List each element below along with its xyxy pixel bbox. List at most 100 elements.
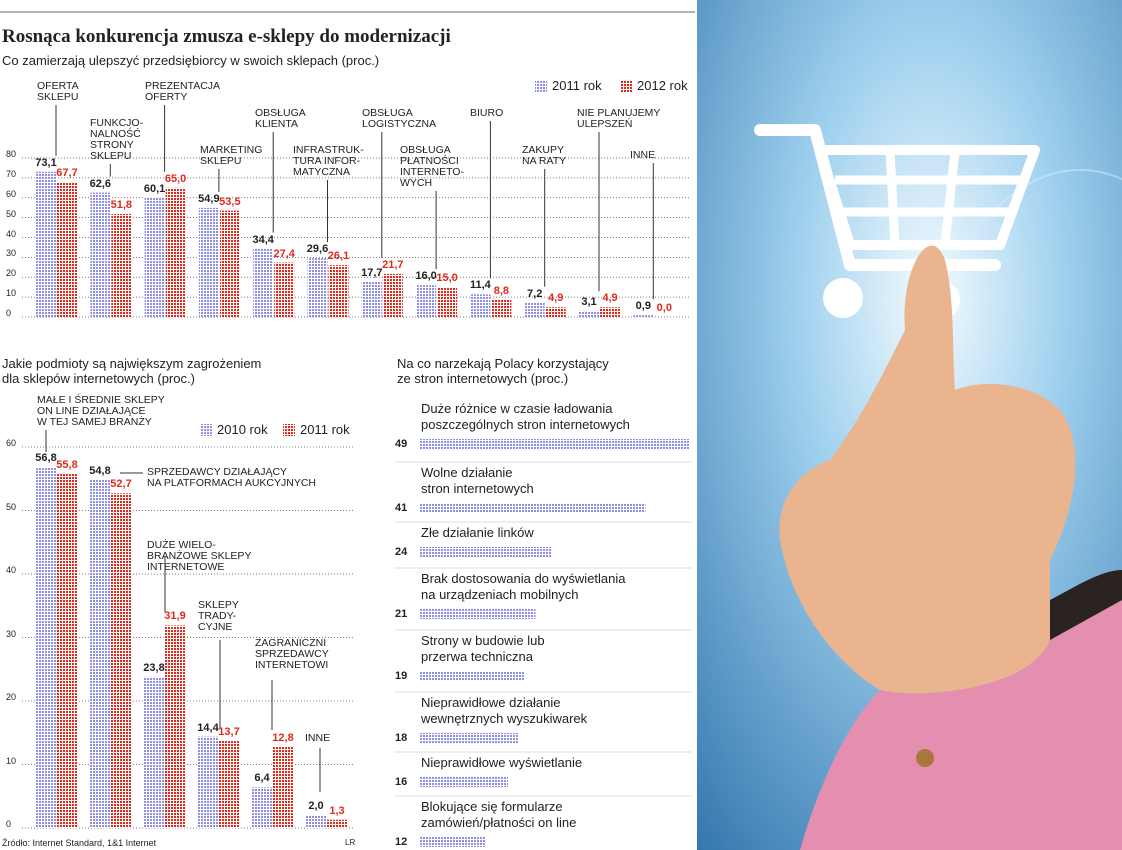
category-label: Strony w budowie lub przerwa techniczna (421, 633, 545, 664)
value-label: 31,9 (164, 610, 186, 623)
value-label: 4,9 (602, 292, 618, 305)
value-label: 4,9 (548, 292, 564, 305)
value-label: 1,3 (329, 804, 345, 817)
bar (524, 302, 545, 317)
bar (198, 736, 218, 828)
bar (165, 625, 185, 828)
value-label: 56,8 (35, 452, 57, 465)
value-label: 53,5 (219, 195, 241, 208)
value-label: 49 (395, 438, 408, 450)
value-label: 54,8 (89, 465, 111, 478)
value-label: 21,7 (382, 258, 404, 271)
bar (327, 819, 347, 828)
category-label: MAŁE I ŚREDNIE SKLEPY ON LINE DZIAŁAJĄCE… (37, 394, 165, 428)
y-tick-label: 0 (6, 308, 12, 318)
bar (420, 439, 690, 449)
category-label: SKLEPY TRADY- CYJNE (198, 599, 239, 633)
category-label: BIURO (470, 107, 504, 119)
bar (273, 746, 293, 828)
value-label: 55,8 (56, 458, 78, 471)
bar (600, 307, 620, 317)
value-label: 27,4 (273, 247, 295, 260)
bar (198, 207, 219, 317)
chart-title: Rosnąca konkurencja zmusza e-sklepy do m… (2, 26, 451, 47)
bar (144, 676, 164, 828)
value-label: 23,8 (143, 661, 165, 674)
category-label: SPRZEDAWCY DZIAŁAJĄCY NA PLATFORMACH AUK… (147, 466, 316, 489)
value-label: 19 (395, 670, 408, 682)
category-label: OFERTA SKLEPU (37, 80, 79, 103)
photo (697, 0, 1122, 850)
value-label: 41 (395, 502, 408, 514)
bar (253, 248, 274, 317)
value-label: 65,0 (164, 172, 187, 185)
bar (57, 182, 77, 317)
legend-swatch (200, 424, 212, 436)
hand (779, 245, 1076, 694)
bar (420, 837, 486, 847)
category-label: Nieprawidłowe wyświetlanie (421, 755, 583, 770)
category-label: Blokujące się formularze zamówień/płatno… (421, 799, 577, 830)
bar (111, 493, 131, 828)
y-tick-label: 50 (6, 501, 17, 512)
value-label: 3,1 (581, 295, 597, 308)
y-tick-label: 50 (6, 208, 17, 219)
value-label: 8,8 (493, 284, 510, 297)
category-label: ZAKUPY NA RATY (522, 144, 567, 167)
chart-title: Na co narzekają Polacy korzystający ze s… (397, 356, 609, 386)
category-label: FUNKCJO- NALNOŚĆ STRONY SKLEPU (90, 117, 144, 162)
value-label: 11,4 (469, 279, 491, 292)
legend-label: 2011 rok (300, 422, 350, 437)
value-label: 60,1 (143, 182, 166, 195)
bar (420, 671, 525, 681)
legend-label: 2010 rok (217, 422, 268, 437)
bar (90, 480, 110, 828)
category-label: INNE (305, 732, 331, 744)
bar (470, 294, 491, 317)
bar (111, 214, 132, 317)
bar (36, 171, 56, 317)
bar (57, 473, 77, 828)
source: Źródło: Internet Standard, 1&1 Internet (2, 838, 157, 848)
cufflink (916, 749, 934, 767)
y-tick-label: 30 (6, 248, 17, 259)
value-label: 67,7 (56, 167, 78, 180)
y-tick-label: 40 (6, 565, 17, 575)
value-label: 13,7 (218, 726, 240, 738)
legend-swatch (620, 80, 632, 92)
category-label: PREZENTACJA OFERTY (145, 80, 221, 103)
value-label: 51,8 (110, 199, 132, 212)
y-tick-label: 80 (6, 149, 17, 159)
value-label: 6,4 (254, 772, 270, 785)
value-label: 2,0 (308, 800, 324, 813)
category-label: INFRASTRUK- TURA INFOR- MATYCZNA (293, 144, 364, 178)
bar (579, 310, 599, 317)
value-label: 54,9 (198, 192, 220, 205)
value-label: 62,6 (89, 177, 111, 190)
y-tick-label: 60 (6, 438, 17, 448)
value-label: 29,6 (306, 243, 329, 256)
bar (545, 307, 566, 317)
y-tick-label: 20 (6, 692, 17, 702)
value-label: 18 (395, 732, 408, 744)
y-tick-label: 10 (6, 755, 17, 766)
shirt-cuff (800, 600, 1122, 850)
value-label: 17,7 (361, 266, 383, 279)
cart-grid (835, 149, 1025, 246)
value-label: 21 (395, 608, 408, 620)
y-tick-label: 0 (6, 819, 12, 829)
category-label: Nieprawidłowe działanie wewnętrznych wys… (421, 695, 588, 726)
value-label: 24 (395, 546, 408, 558)
cart-basket (815, 145, 1040, 250)
category-label: OBSŁUGA PŁATNOŚCI INTERNETO- WYCH (400, 144, 464, 189)
bar (491, 299, 512, 317)
bar (420, 777, 508, 787)
y-tick-label: 60 (6, 188, 17, 199)
bar (437, 287, 458, 317)
legend-swatch (283, 424, 295, 436)
value-label: 16 (395, 776, 408, 788)
bar (252, 787, 272, 828)
value-label: 15,0 (436, 272, 458, 285)
chart-subtitle: Co zamierzają ulepszyć przedsiębiorcy w … (2, 53, 380, 68)
